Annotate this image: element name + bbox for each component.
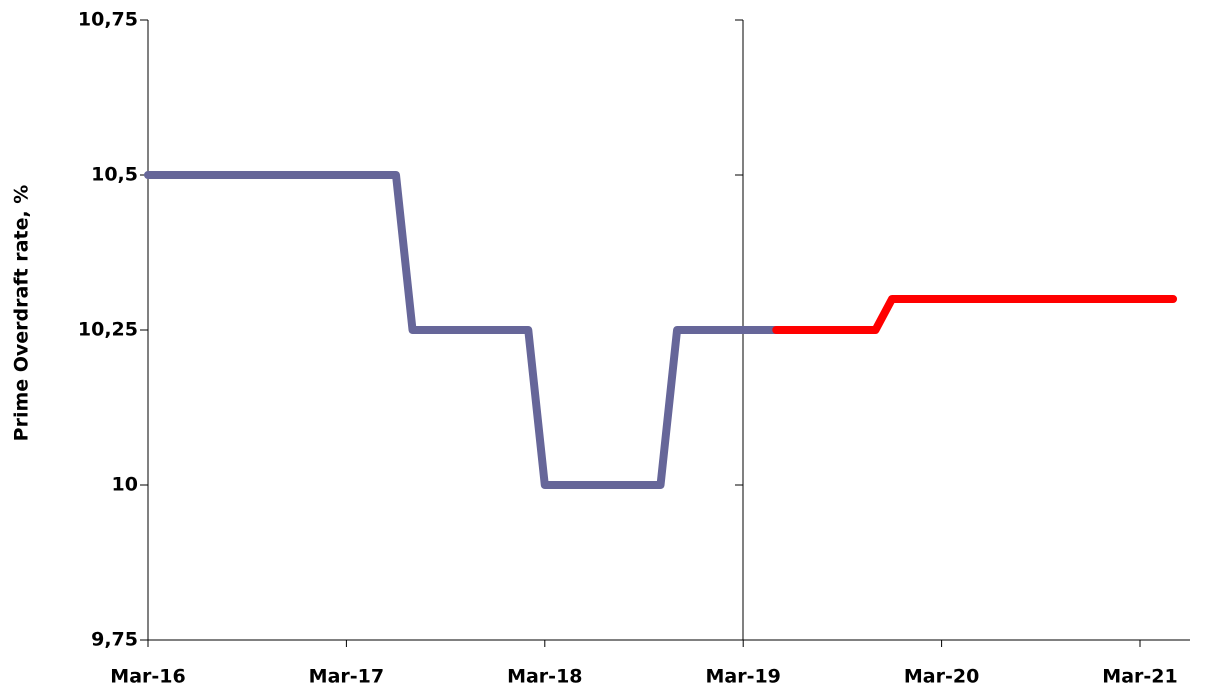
- series-line: [772, 295, 1178, 334]
- series-line: [144, 171, 781, 489]
- x-tick-label: Mar-20: [904, 666, 979, 688]
- y-tick-label: 10,75: [78, 9, 138, 31]
- y-tick-label: 9,75: [91, 629, 138, 651]
- x-tick-label: Mar-17: [309, 666, 384, 688]
- y-tick-label: 10,5: [91, 164, 138, 186]
- y-axis-title: Prime Overdraft rate, %: [11, 185, 33, 442]
- x-tick-label: Mar-16: [110, 666, 185, 688]
- x-tick-label: Mar-21: [1102, 666, 1177, 688]
- y-tick-label: 10,25: [78, 319, 138, 341]
- x-tick-label: Mar-19: [705, 666, 780, 688]
- y-tick-label: 10: [112, 474, 138, 496]
- x-tick-label: Mar-18: [507, 666, 582, 688]
